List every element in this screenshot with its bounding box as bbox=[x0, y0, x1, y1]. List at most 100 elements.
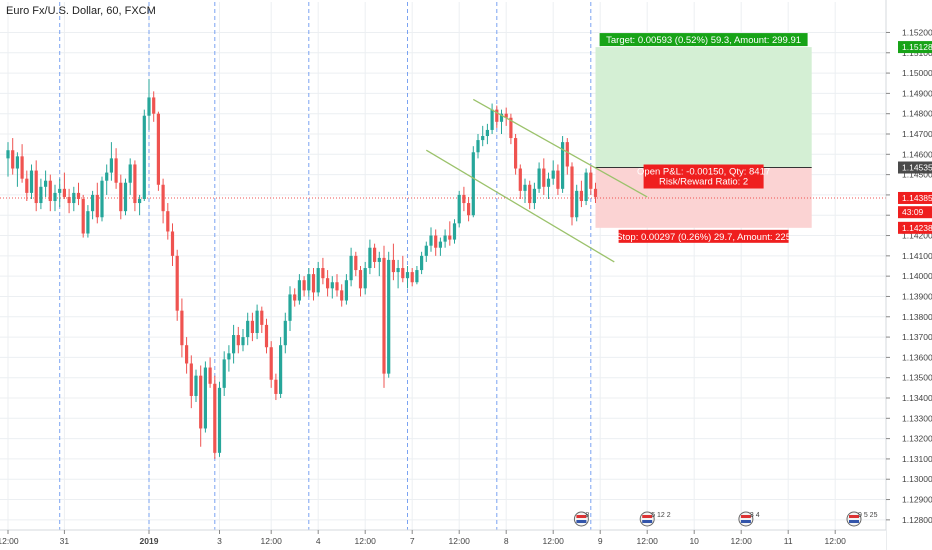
candle-down[interactable] bbox=[354, 255, 358, 271]
candle-up[interactable] bbox=[123, 182, 128, 212]
candle-up[interactable] bbox=[39, 186, 43, 204]
candle-up[interactable] bbox=[15, 156, 19, 169]
candle-down[interactable] bbox=[373, 247, 377, 262]
candle-down[interactable] bbox=[589, 172, 593, 189]
candle-up[interactable] bbox=[297, 280, 301, 301]
candle-down[interactable] bbox=[152, 97, 156, 114]
candle-down[interactable] bbox=[556, 170, 560, 189]
candle-down[interactable] bbox=[593, 188, 598, 197]
candle-down[interactable] bbox=[76, 192, 81, 199]
candle-up[interactable] bbox=[405, 272, 410, 279]
candle-down[interactable] bbox=[67, 196, 71, 204]
candle-up[interactable] bbox=[255, 310, 259, 334]
candle-up[interactable] bbox=[241, 337, 245, 346]
candle-up[interactable] bbox=[100, 180, 104, 218]
candle-up[interactable] bbox=[485, 129, 489, 137]
candle-down[interactable] bbox=[175, 255, 179, 311]
candle-up[interactable] bbox=[584, 172, 588, 202]
candle-down[interactable] bbox=[579, 190, 583, 202]
candle-down[interactable] bbox=[180, 310, 184, 346]
candle-down[interactable] bbox=[166, 211, 170, 232]
candle-up[interactable] bbox=[138, 198, 142, 204]
candle-down[interactable] bbox=[199, 375, 203, 429]
price-axis[interactable]: 1.12800 1.12900 1.13000 1.13100 1.13200 1.133… bbox=[885, 0, 932, 550]
candle-down[interactable] bbox=[391, 259, 395, 273]
candle-up[interactable] bbox=[222, 359, 226, 388]
candle-up[interactable] bbox=[44, 180, 48, 187]
candle-up[interactable] bbox=[227, 353, 231, 360]
candle-down[interactable] bbox=[133, 164, 137, 204]
candle-up[interactable] bbox=[279, 345, 283, 394]
candle-up[interactable] bbox=[457, 194, 461, 224]
candle-down[interactable] bbox=[462, 194, 466, 204]
candle-up[interactable] bbox=[377, 257, 381, 262]
candle-down[interactable] bbox=[542, 168, 546, 187]
candle-up[interactable] bbox=[53, 192, 57, 202]
candle-down[interactable] bbox=[264, 324, 269, 348]
candle-up[interactable] bbox=[438, 241, 442, 248]
candle-down[interactable] bbox=[269, 347, 273, 380]
candle-up[interactable] bbox=[349, 255, 353, 281]
candle-up[interactable] bbox=[415, 270, 419, 283]
drawing-layer[interactable] bbox=[425, 98, 648, 263]
candle-up[interactable] bbox=[330, 282, 334, 289]
candle-up[interactable] bbox=[551, 170, 555, 179]
candle-up[interactable] bbox=[246, 320, 250, 338]
candle-down[interactable] bbox=[185, 345, 189, 364]
candle-down[interactable] bbox=[410, 272, 414, 283]
candle-up[interactable] bbox=[109, 158, 113, 173]
candle-up[interactable] bbox=[499, 113, 504, 122]
candle-down[interactable] bbox=[213, 383, 217, 453]
candle-up[interactable] bbox=[86, 211, 90, 234]
candle-down[interactable] bbox=[274, 379, 278, 394]
candle-up[interactable] bbox=[194, 375, 198, 396]
candle-down[interactable] bbox=[189, 363, 193, 396]
candle-up[interactable] bbox=[424, 245, 428, 256]
candle-up[interactable] bbox=[105, 172, 109, 181]
candle-down[interactable] bbox=[208, 367, 212, 384]
candle-up[interactable] bbox=[443, 235, 447, 242]
candle-up[interactable] bbox=[29, 170, 34, 193]
candle-down[interactable] bbox=[236, 335, 240, 346]
candle-up[interactable] bbox=[471, 152, 475, 216]
candle-up[interactable] bbox=[537, 168, 541, 189]
candle-down[interactable] bbox=[514, 138, 518, 169]
candle-up[interactable] bbox=[217, 387, 222, 453]
channel-trendline[interactable] bbox=[472, 98, 648, 198]
candle-up[interactable] bbox=[575, 190, 579, 218]
candle-down[interactable] bbox=[48, 180, 52, 202]
candle-up[interactable] bbox=[232, 335, 236, 354]
candle-up[interactable] bbox=[452, 223, 457, 240]
candle-up[interactable] bbox=[368, 247, 372, 269]
candle-up[interactable] bbox=[363, 268, 367, 289]
candle-down[interactable] bbox=[358, 270, 363, 289]
candle-down[interactable] bbox=[114, 158, 118, 183]
candle-down[interactable] bbox=[311, 274, 316, 293]
candle-down[interactable] bbox=[293, 294, 297, 301]
candle-down[interactable] bbox=[518, 168, 522, 191]
candles-layer[interactable] bbox=[6, 79, 598, 459]
candle-up[interactable] bbox=[128, 164, 132, 183]
candle-down[interactable] bbox=[335, 282, 339, 291]
candle-up[interactable] bbox=[481, 136, 485, 141]
candle-up[interactable] bbox=[429, 235, 433, 246]
candle-down[interactable] bbox=[250, 320, 254, 334]
candle-up[interactable] bbox=[307, 274, 311, 291]
candle-up[interactable] bbox=[288, 294, 292, 321]
candle-down[interactable] bbox=[570, 166, 574, 218]
candle-down[interactable] bbox=[326, 278, 330, 289]
candle-down[interactable] bbox=[382, 257, 386, 374]
candle-down[interactable] bbox=[434, 235, 438, 248]
candle-up[interactable] bbox=[476, 140, 480, 153]
candle-down[interactable] bbox=[260, 310, 264, 325]
candle-up[interactable] bbox=[203, 367, 207, 429]
event-markers[interactable]: 8 5 12 2 3 4 9 5 25 bbox=[573, 511, 878, 527]
candle-up[interactable] bbox=[147, 97, 151, 116]
candle-down[interactable] bbox=[11, 150, 15, 169]
candle-up[interactable] bbox=[546, 178, 551, 187]
candle-down[interactable] bbox=[119, 182, 123, 212]
channel-trendline[interactable] bbox=[425, 149, 615, 263]
candle-down[interactable] bbox=[528, 184, 532, 204]
